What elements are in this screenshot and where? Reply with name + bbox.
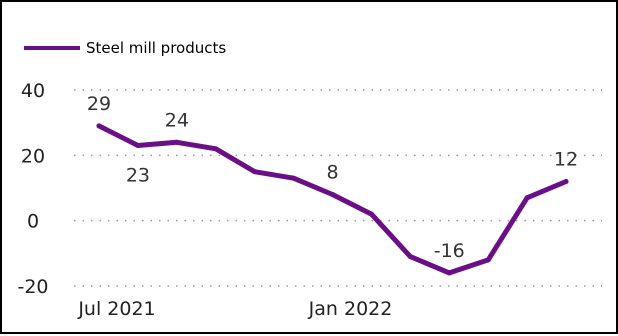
data-point	[485, 257, 491, 263]
data-point	[96, 123, 102, 129]
data-label: 8	[326, 162, 338, 184]
data-labels: 29 23 24 8 -16 12	[87, 93, 578, 262]
x-tick-label: Jan 2022	[308, 298, 393, 320]
data-label: 23	[126, 165, 150, 187]
x-tick-label: Jul 2021	[77, 298, 155, 320]
data-point	[524, 195, 530, 201]
data-point	[563, 178, 569, 184]
data-point	[446, 270, 452, 276]
data-label: 29	[87, 93, 111, 115]
legend-label: Steel mill products	[86, 39, 226, 57]
x-axis-ticks: Jul 2021 Jan 2022	[77, 298, 392, 320]
data-point	[368, 211, 374, 217]
data-label: -16	[434, 240, 465, 262]
y-axis-ticks: -20 0 20 40	[17, 80, 48, 298]
gridlines	[74, 89, 602, 287]
data-point	[291, 175, 297, 181]
y-tick-label: 0	[27, 211, 39, 233]
data-label: 12	[554, 148, 578, 170]
y-tick-label: 40	[21, 80, 45, 102]
data-point	[252, 169, 258, 175]
data-label: 24	[165, 109, 189, 131]
y-tick-label: 20	[21, 145, 45, 167]
y-tick-label: -20	[17, 276, 48, 298]
legend: Steel mill products	[24, 39, 226, 57]
data-point	[174, 139, 180, 145]
data-point	[330, 192, 335, 198]
data-point	[135, 143, 141, 149]
series-line-steel-mill-products	[96, 123, 569, 276]
series-points	[96, 123, 569, 276]
data-point	[213, 146, 219, 152]
data-point	[407, 254, 413, 260]
